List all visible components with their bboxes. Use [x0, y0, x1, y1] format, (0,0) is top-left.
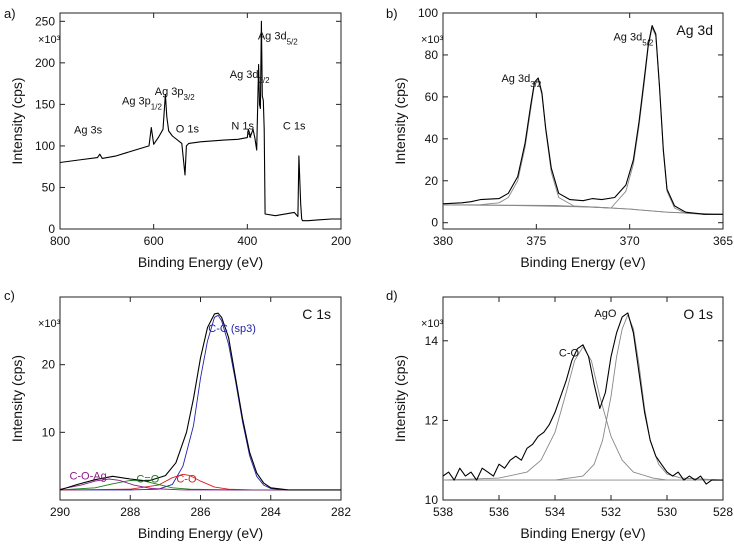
peak-annotation: C 1s [283, 120, 306, 132]
x-tick-label: 370 [620, 234, 640, 248]
x-tick-label: 534 [545, 505, 565, 519]
series-line-c-o [60, 473, 341, 491]
panel-title: C 1s [302, 306, 331, 322]
peak-annotation: C=O [136, 473, 159, 485]
peak-annotation: Ag 3s [74, 124, 103, 136]
x-tick-label: 375 [526, 234, 546, 248]
x-tick-label: 284 [261, 505, 281, 519]
panel-letter: d) [386, 288, 398, 303]
y-tick-label: 50 [42, 180, 56, 194]
y-tick-label: 100 [35, 139, 55, 153]
y-tick-label: 250 [35, 14, 55, 28]
x-tick-label: 528 [713, 505, 733, 519]
y-scale-multiplier: ×10³ [38, 318, 61, 330]
y-tick-label: 10 [425, 493, 439, 507]
x-tick-label: 536 [489, 505, 509, 519]
peak-annotation: C-O [559, 348, 580, 360]
peak-annotation: AgO [594, 308, 616, 320]
plot-frame [442, 12, 724, 230]
y-tick-label: 100 [418, 6, 438, 20]
peak-annotation: C-C (sp3) [208, 323, 256, 335]
y-axis-label: Intensity (cps) [9, 77, 25, 164]
x-tick-label: 530 [657, 505, 677, 519]
y-tick-label: 14 [425, 334, 439, 348]
series-line-c-c-sp3- [60, 314, 341, 491]
x-axis-label: Binding Energy (eV) [520, 254, 645, 270]
x-axis-label: Binding Energy (eV) [138, 525, 263, 541]
y-tick-label: 10 [42, 425, 56, 439]
y-tick-label: 0 [48, 222, 55, 236]
series-line-fit-ago [443, 314, 723, 481]
series-line-measured [60, 312, 341, 491]
plot-frame [59, 296, 342, 501]
y-scale-multiplier: ×10³ [421, 34, 444, 46]
peak-annotation: N 1s [231, 120, 254, 132]
n1s-arrow-head [248, 134, 252, 138]
x-tick-label: 600 [144, 234, 164, 248]
peak-annotation: O 1s [176, 124, 200, 136]
series-line-measured [443, 25, 723, 215]
y-tick-label: 20 [42, 358, 56, 372]
x-axis-label: Binding Energy (eV) [520, 525, 645, 541]
peak-annotation: Ag 3d5/2 [613, 31, 653, 47]
panel-letter: c) [4, 288, 15, 303]
peak-annotation: Ag 3d3/2 [501, 73, 541, 89]
panel-title: O 1s [683, 306, 713, 322]
y-tick-label: 40 [425, 132, 439, 146]
y-tick-label: 12 [425, 413, 439, 427]
x-tick-label: 400 [237, 234, 257, 248]
y-scale-multiplier: ×10³ [38, 34, 61, 46]
y-tick-label: 60 [425, 90, 439, 104]
series-line-c-o-ag [60, 478, 341, 491]
x-tick-label: 286 [190, 505, 210, 519]
x-tick-label: 200 [331, 234, 351, 248]
y-tick-label: 80 [425, 48, 439, 62]
y-tick-label: 150 [35, 97, 55, 111]
panel-title: Ag 3d [676, 22, 713, 38]
chart-panel-b: 380 375 370 365 0 20 40 60 80 100 Binding Energy (… [386, 6, 733, 270]
y-scale-multiplier: ×10³ [421, 318, 444, 330]
x-tick-label: 282 [331, 505, 351, 519]
y-axis-label: Intensity (cps) [392, 77, 408, 164]
x-tick-label: 365 [713, 234, 733, 248]
x-tick-label: 800 [50, 234, 70, 248]
chart-panel-c: 290 288 286 284 282 10 20 Binding Energy (eV) In… [4, 288, 351, 541]
x-tick-label: 532 [601, 505, 621, 519]
peak-annotation: C-O-Ag [69, 471, 106, 483]
series-line-measured [443, 312, 723, 485]
peak-annotation: Ag 3d3/2 [230, 69, 270, 85]
peak-annotation: C-O [176, 473, 197, 485]
y-tick-label: 20 [425, 174, 439, 188]
x-tick-label: 538 [433, 505, 453, 519]
x-tick-label: 290 [50, 505, 70, 519]
y-tick-label: 0 [431, 216, 438, 230]
panel-letter: b) [386, 6, 398, 21]
series-line-fit-c-o [443, 346, 723, 481]
y-axis-label: Intensity (cps) [392, 355, 408, 442]
peak-annotation: Ag 3d5/2 [258, 31, 298, 47]
plot-frame [442, 296, 724, 501]
x-tick-label: 288 [120, 505, 140, 519]
y-axis-label: Intensity (cps) [9, 355, 25, 442]
x-tick-label: 380 [433, 234, 453, 248]
plot-frame [59, 12, 342, 230]
chart-panel-a: 800 600 400 200 0 50 100 150 200 250 Binding Energ… [4, 6, 351, 270]
peak-annotation: Ag 3p1/2 [122, 95, 162, 111]
x-axis-label: Binding Energy (eV) [138, 254, 263, 270]
chart-panel-d: 538 536 534 532 530 528 10 12 14 Binding Energy (… [386, 288, 733, 541]
series-line-fit-3d3-2 [443, 79, 723, 215]
peak-annotation: Ag 3p3/2 [155, 86, 195, 102]
series-line-survey [60, 20, 341, 222]
series-line-fit-3d5-2 [443, 27, 723, 215]
y-tick-label: 200 [35, 56, 55, 70]
panel-letter: a) [4, 6, 16, 21]
